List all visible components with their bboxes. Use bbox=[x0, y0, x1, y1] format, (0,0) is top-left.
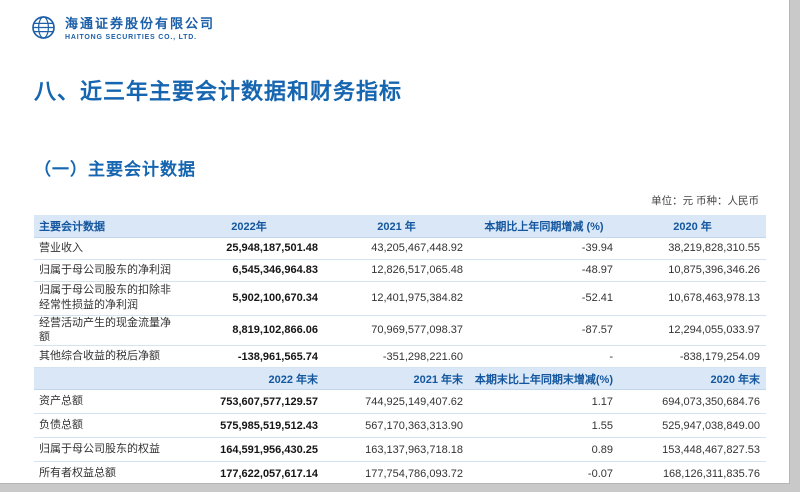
header-cell-label bbox=[34, 367, 174, 391]
table-row: 营业收入 25,948,187,501.48 43,205,467,448.92… bbox=[34, 237, 766, 260]
value-2021: 12,401,975,384.82 bbox=[324, 281, 469, 316]
table-row: 经营活动产生的现金流量净额 8,819,102,866.06 70,969,57… bbox=[34, 315, 766, 347]
table-row: 负债总额 575,985,519,512.43 567,170,363,313.… bbox=[34, 413, 766, 439]
value-2020: 153,448,467,827.53 bbox=[619, 437, 766, 463]
value-2020: 10,875,396,346.26 bbox=[619, 259, 766, 282]
header-cell-change-end: 本期末比上年同期末增减(%) bbox=[469, 367, 619, 391]
table-row: 归属于母公司股东的净利润 6,545,346,964.83 12,826,517… bbox=[34, 259, 766, 282]
table-row: 归属于母公司股东的扣除非经常性损益的净利润 5,902,100,670.34 1… bbox=[34, 281, 766, 316]
table-row: 资产总额 753,607,577,129.57 744,925,149,407.… bbox=[34, 389, 766, 415]
value-change: -48.97 bbox=[469, 259, 619, 282]
haitong-globe-icon bbox=[32, 15, 55, 39]
value-2020: 525,947,038,849.00 bbox=[619, 413, 766, 439]
row-label: 归属于母公司股东的扣除非经常性损益的净利润 bbox=[34, 281, 174, 316]
value-2022: 5,902,100,670.34 bbox=[174, 281, 324, 316]
value-2022: 8,819,102,866.06 bbox=[174, 315, 324, 347]
row-label: 所有者权益总额 bbox=[34, 461, 174, 483]
table-row: 其他综合收益的税后净额 -138,961,565.74 -351,298,221… bbox=[34, 345, 766, 369]
value-2020: 12,294,055,033.97 bbox=[619, 315, 766, 347]
company-logo: 海通证券股份有限公司 HAITONG SECURITIES CO., LTD. bbox=[30, 13, 215, 41]
section-title: 八、近三年主要会计数据和财务指标 bbox=[34, 79, 403, 104]
header-cell-2021-end: 2021 年末 bbox=[324, 367, 469, 391]
value-2021: 177,754,786,093.72 bbox=[324, 461, 469, 483]
header-cell-2021: 2021 年 bbox=[324, 215, 469, 238]
value-2020: 168,126,311,835.76 bbox=[619, 461, 766, 483]
value-change: -87.57 bbox=[469, 315, 619, 347]
value-2022: 177,622,057,617.14 bbox=[174, 461, 324, 483]
value-2022: 6,545,346,964.83 bbox=[174, 259, 324, 282]
financial-data-table: 主要会计数据 2022年 2021 年 本期比上年同期增减 (%) 2020 年… bbox=[34, 215, 766, 483]
header-cell-change: 本期比上年同期增减 (%) bbox=[469, 215, 619, 238]
value-change: - bbox=[469, 345, 619, 369]
value-2021: 43,205,467,448.92 bbox=[324, 237, 469, 260]
value-2022: 575,985,519,512.43 bbox=[174, 413, 324, 439]
header-cell-label: 主要会计数据 bbox=[34, 215, 174, 238]
document-page: 海通证券股份有限公司 HAITONG SECURITIES CO., LTD. … bbox=[0, 0, 790, 484]
value-2020: 10,678,463,978.13 bbox=[619, 281, 766, 316]
value-2021: 744,925,149,407.62 bbox=[324, 389, 469, 415]
unit-note: 单位：元 币种：人民币 bbox=[651, 195, 759, 207]
value-2020: -838,179,254.09 bbox=[619, 345, 766, 369]
value-change: -0.07 bbox=[469, 461, 619, 483]
header-cell-2020-end: 2020 年末 bbox=[619, 367, 766, 391]
row-label: 资产总额 bbox=[34, 389, 174, 415]
row-label: 经营活动产生的现金流量净额 bbox=[34, 315, 174, 347]
row-label: 负债总额 bbox=[34, 413, 174, 439]
value-2022: 753,607,577,129.57 bbox=[174, 389, 324, 415]
header-cell-2022-end: 2022 年末 bbox=[174, 367, 324, 391]
table-header-row-yearend: 2022 年末 2021 年末 本期末比上年同期末增减(%) 2020 年末 bbox=[34, 367, 766, 391]
value-2022: 25,948,187,501.48 bbox=[174, 237, 324, 260]
row-label: 归属于母公司股东的权益 bbox=[34, 437, 174, 463]
value-2021: 163,137,963,718.18 bbox=[324, 437, 469, 463]
value-2022: -138,961,565.74 bbox=[174, 345, 324, 369]
value-2022: 164,591,956,430.25 bbox=[174, 437, 324, 463]
company-name-en: HAITONG SECURITIES CO., LTD. bbox=[65, 34, 197, 41]
value-2021: -351,298,221.60 bbox=[324, 345, 469, 369]
table-row: 归属于母公司股东的权益 164,591,956,430.25 163,137,9… bbox=[34, 437, 766, 463]
value-2021: 70,969,577,098.37 bbox=[324, 315, 469, 347]
header-cell-2020: 2020 年 bbox=[619, 215, 766, 238]
value-change: 0.89 bbox=[469, 437, 619, 463]
row-label: 其他综合收益的税后净额 bbox=[34, 345, 174, 369]
value-change: -39.94 bbox=[469, 237, 619, 260]
value-2020: 38,219,828,310.55 bbox=[619, 237, 766, 260]
value-change: -52.41 bbox=[469, 281, 619, 316]
value-2021: 12,826,517,065.48 bbox=[324, 259, 469, 282]
subsection-title: （一）主要会计数据 bbox=[34, 160, 196, 179]
table-header-row-annual: 主要会计数据 2022年 2021 年 本期比上年同期增减 (%) 2020 年 bbox=[34, 215, 766, 238]
value-change: 1.17 bbox=[469, 389, 619, 415]
company-name-cn: 海通证券股份有限公司 bbox=[65, 16, 216, 31]
row-label: 归属于母公司股东的净利润 bbox=[34, 259, 174, 282]
table-row: 所有者权益总额 177,622,057,617.14 177,754,786,0… bbox=[34, 461, 766, 483]
value-2021: 567,170,363,313.90 bbox=[324, 413, 469, 439]
header-cell-2022: 2022年 bbox=[174, 215, 324, 238]
value-change: 1.55 bbox=[469, 413, 619, 439]
value-2020: 694,073,350,684.76 bbox=[619, 389, 766, 415]
company-name-block: 海通证券股份有限公司 HAITONG SECURITIES CO., LTD. bbox=[65, 13, 215, 41]
row-label: 营业收入 bbox=[34, 237, 174, 260]
